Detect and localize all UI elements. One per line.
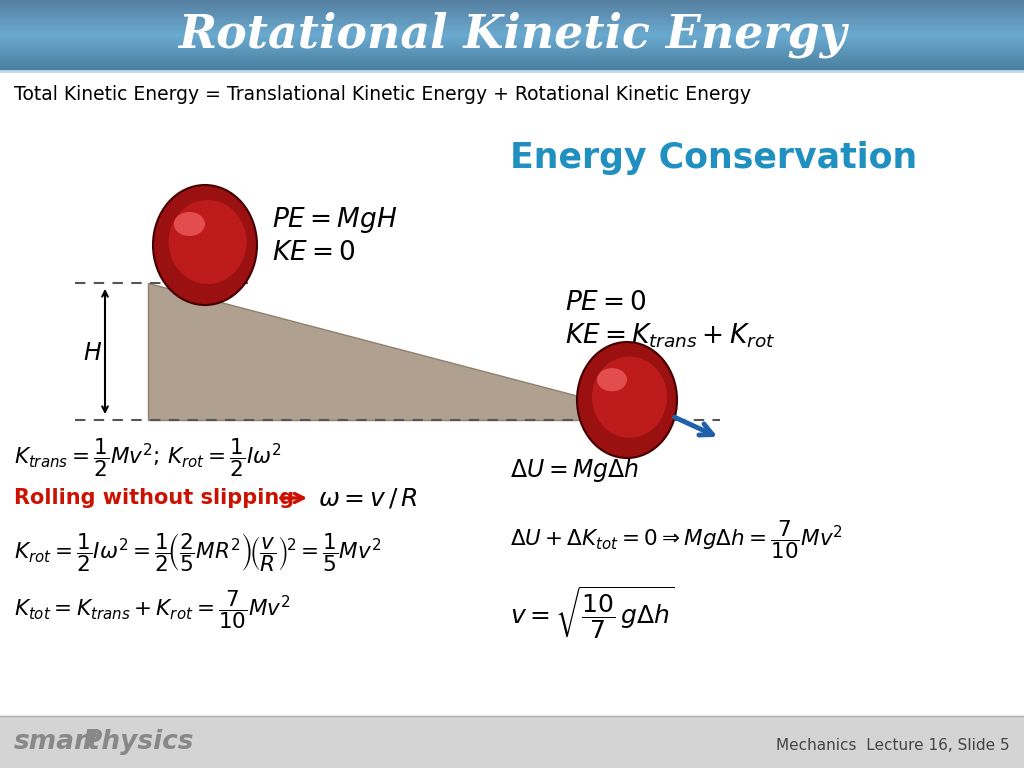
Text: $\mathit{PE} = \mathit{0}$: $\mathit{PE} = \mathit{0}$ xyxy=(565,290,647,316)
Text: $\Delta U + \Delta K_{\mathit{tot}} = 0 \Rightarrow Mg\Delta h = \dfrac{7}{10}Mv: $\Delta U + \Delta K_{\mathit{tot}} = 0 … xyxy=(510,518,843,561)
Bar xyxy=(0,61,1024,62)
Bar xyxy=(0,53,1024,55)
Bar xyxy=(0,39,1024,40)
Bar xyxy=(0,21,1024,22)
Bar xyxy=(0,0,1024,1)
Bar xyxy=(0,69,1024,70)
Bar xyxy=(0,49,1024,50)
Text: $K_{\mathit{trans}} = \dfrac{1}{2}Mv^2;\, K_{\mathit{rot}} = \dfrac{1}{2}I\omega: $K_{\mathit{trans}} = \dfrac{1}{2}Mv^2;\… xyxy=(14,437,282,479)
Bar xyxy=(0,20,1024,21)
Bar xyxy=(0,28,1024,29)
Bar xyxy=(0,52,1024,53)
Bar xyxy=(0,26,1024,27)
Text: $K_{\mathit{tot}} = K_{\mathit{trans}} + K_{\mathit{rot}} = \dfrac{7}{10}Mv^2$: $K_{\mathit{tot}} = K_{\mathit{trans}} +… xyxy=(14,588,291,631)
Bar xyxy=(0,27,1024,28)
Bar xyxy=(0,55,1024,56)
Text: $\omega = v\,/\,R$: $\omega = v\,/\,R$ xyxy=(318,486,418,510)
Ellipse shape xyxy=(169,200,247,284)
Bar xyxy=(0,11,1024,12)
Bar xyxy=(0,59,1024,61)
Bar xyxy=(0,51,1024,52)
Bar xyxy=(0,24,1024,25)
Bar xyxy=(0,50,1024,51)
Ellipse shape xyxy=(597,368,627,392)
Bar xyxy=(0,41,1024,42)
Bar xyxy=(0,29,1024,30)
Bar xyxy=(0,62,1024,63)
Ellipse shape xyxy=(174,212,205,236)
Bar xyxy=(0,12,1024,13)
Bar xyxy=(0,68,1024,69)
Bar xyxy=(0,46,1024,48)
Bar xyxy=(0,48,1024,49)
Bar xyxy=(0,13,1024,14)
Ellipse shape xyxy=(153,185,257,305)
Bar xyxy=(0,5,1024,6)
Bar xyxy=(0,42,1024,43)
Bar xyxy=(0,10,1024,11)
Text: $H$: $H$ xyxy=(83,342,102,365)
Text: Physics: Physics xyxy=(82,729,194,755)
Text: $\mathit{PE} = \mathit{MgH}$: $\mathit{PE} = \mathit{MgH}$ xyxy=(272,205,397,235)
Bar xyxy=(0,65,1024,67)
Bar xyxy=(0,23,1024,24)
Bar xyxy=(0,7,1024,8)
Bar xyxy=(0,63,1024,64)
Text: Mechanics  Lecture 16, Slide 5: Mechanics Lecture 16, Slide 5 xyxy=(776,739,1010,753)
Text: Total Kinetic Energy = Translational Kinetic Energy + Rotational Kinetic Energy: Total Kinetic Energy = Translational Kin… xyxy=(14,84,751,104)
Text: $v = \sqrt{\dfrac{10}{7}\,g\Delta h}$: $v = \sqrt{\dfrac{10}{7}\,g\Delta h}$ xyxy=(510,585,675,641)
Bar xyxy=(0,2,1024,4)
Bar xyxy=(0,8,1024,10)
Bar xyxy=(0,58,1024,59)
Bar xyxy=(0,40,1024,41)
Bar xyxy=(0,33,1024,34)
Bar xyxy=(0,67,1024,68)
Bar xyxy=(0,22,1024,23)
Bar xyxy=(0,6,1024,7)
Bar xyxy=(0,15,1024,16)
Bar xyxy=(0,17,1024,18)
Text: $\Delta U = Mg\Delta h$: $\Delta U = Mg\Delta h$ xyxy=(510,456,639,484)
Bar xyxy=(0,43,1024,44)
Bar xyxy=(0,16,1024,17)
Text: Rolling without slipping: Rolling without slipping xyxy=(14,488,294,508)
Bar xyxy=(0,44,1024,45)
Bar xyxy=(0,35,1024,36)
Bar xyxy=(0,32,1024,33)
Bar xyxy=(0,30,1024,31)
Bar xyxy=(0,14,1024,15)
Bar xyxy=(0,57,1024,58)
Ellipse shape xyxy=(577,342,677,458)
Bar xyxy=(0,1,1024,2)
Bar xyxy=(0,34,1024,35)
Bar xyxy=(0,64,1024,65)
Text: Energy Conservation: Energy Conservation xyxy=(510,141,918,175)
Text: $\mathit{KE} = K_{\mathit{trans}} + K_{\mathit{rot}}$: $\mathit{KE} = K_{\mathit{trans}} + K_{\… xyxy=(565,322,775,350)
Bar xyxy=(0,25,1024,26)
Bar xyxy=(0,36,1024,37)
Text: smart: smart xyxy=(14,729,100,755)
Bar xyxy=(0,37,1024,38)
Text: Rotational Kinetic Energy: Rotational Kinetic Energy xyxy=(178,12,846,58)
Bar xyxy=(0,19,1024,20)
Bar xyxy=(0,56,1024,57)
Polygon shape xyxy=(148,283,670,420)
Bar xyxy=(0,38,1024,39)
Bar xyxy=(0,4,1024,5)
Bar xyxy=(0,18,1024,19)
Bar xyxy=(0,716,1024,768)
Bar xyxy=(0,45,1024,46)
Ellipse shape xyxy=(592,356,667,438)
Bar xyxy=(0,31,1024,32)
Text: $K_{\mathit{rot}} = \dfrac{1}{2}I\omega^2 = \dfrac{1}{2}\!\left(\dfrac{2}{5}MR^2: $K_{\mathit{rot}} = \dfrac{1}{2}I\omega^… xyxy=(14,531,381,574)
Text: $\mathit{KE} = \mathit{0}$: $\mathit{KE} = \mathit{0}$ xyxy=(272,240,355,264)
